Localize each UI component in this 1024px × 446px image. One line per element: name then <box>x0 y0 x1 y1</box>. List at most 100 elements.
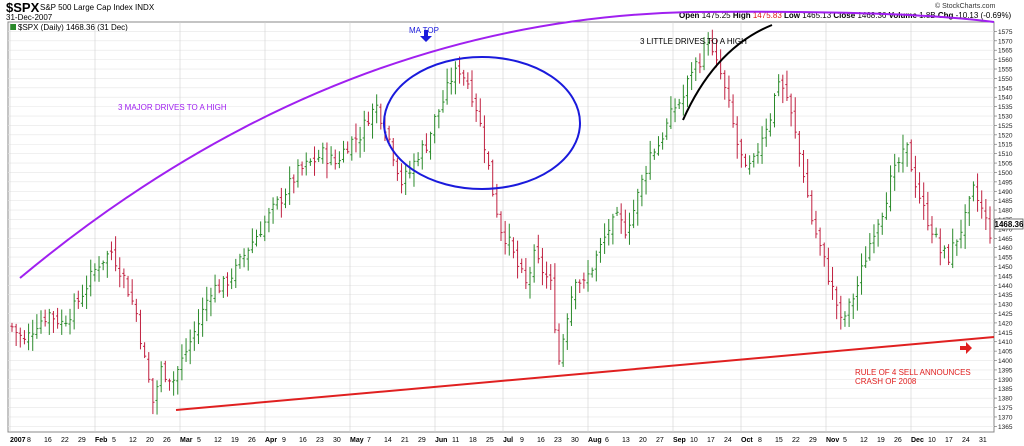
support-trendline <box>175 336 995 411</box>
x-tick-label: 17 <box>707 437 715 444</box>
y-tick-label: 1445 <box>998 273 1013 280</box>
x-tick-label: 29 <box>78 437 86 444</box>
x-tick-label: 12 <box>129 437 137 444</box>
x-tick-label: 31 <box>979 437 987 444</box>
x-tick-label: Nov <box>826 437 839 444</box>
x-tick-label: 30 <box>333 437 341 444</box>
x-tick-label: 13 <box>622 437 630 444</box>
x-tick-label: 12 <box>214 437 222 444</box>
x-tick-label: 29 <box>809 437 817 444</box>
y-tick-label: 1380 <box>998 396 1013 403</box>
x-tick-label: 27 <box>656 437 664 444</box>
x-tick-label: 24 <box>962 437 970 444</box>
legend-text: $SPX (Daily) 1468.36 (31 Dec) <box>18 23 128 32</box>
x-tick-label: Oct <box>741 437 753 444</box>
index-name: S&P 500 Large Cap Index INDX <box>40 3 154 12</box>
y-tick-label: 1545 <box>998 85 1013 92</box>
last-value-box <box>994 218 1024 230</box>
x-tick-label: 16 <box>537 437 545 444</box>
y-axis: 1365 1370 1375 1380 1385 1390 1395 1400 1405 1410… <box>994 29 1013 431</box>
chg-label: Chg <box>937 11 954 20</box>
y-tick-label: 1525 <box>998 123 1013 130</box>
annotation-ma-top: MA TOP <box>409 26 439 35</box>
x-axis: 2007 8 16 22 29 Feb 5 12 20 26 Mar 5 12 19 26 Apr 9 16 23 3… <box>10 437 987 444</box>
x-tick-label: 5 <box>843 437 847 444</box>
y-tick-label: 1505 <box>998 161 1013 168</box>
ohlc-bars <box>10 29 992 415</box>
y-tick-label: 1495 <box>998 179 1013 186</box>
y-tick-label: 1490 <box>998 189 1013 196</box>
y-tick-label: 1485 <box>998 198 1013 205</box>
x-tick-label: 2007 <box>10 437 26 444</box>
y-tick-label: 1440 <box>998 283 1013 290</box>
x-tick-label: 6 <box>605 437 609 444</box>
x-tick-label: 14 <box>384 437 392 444</box>
y-tick-label: 1510 <box>998 151 1013 158</box>
close-value: 1468.36 <box>857 11 887 20</box>
y-tick-label: 1515 <box>998 142 1013 149</box>
y-tick-label: 1395 <box>998 367 1013 374</box>
index-name-text: S&P 500 Large Cap Index <box>40 3 133 12</box>
x-tick-label: Jun <box>435 437 447 444</box>
y-tick-label: 1400 <box>998 358 1013 365</box>
y-tick-label: 1540 <box>998 95 1013 102</box>
x-tick-label: 7 <box>367 437 371 444</box>
x-tick-label: 18 <box>469 437 477 444</box>
x-tick-label: 5 <box>197 437 201 444</box>
y-tick-label: 1500 <box>998 170 1013 177</box>
x-tick-label: 26 <box>894 437 902 444</box>
x-tick-label: 22 <box>61 437 69 444</box>
x-tick-label: May <box>350 437 364 444</box>
x-tick-label: 21 <box>401 437 409 444</box>
chart-date: 31-Dec-2007 <box>6 13 53 22</box>
x-tick-label: 11 <box>452 437 459 444</box>
x-tick-label: Feb <box>95 437 107 444</box>
x-tick-label: 25 <box>486 437 494 444</box>
y-tick-label: 1425 <box>998 311 1013 318</box>
x-tick-label: 5 <box>112 437 116 444</box>
legend-swatch <box>10 24 16 30</box>
y-tick-label: 1410 <box>998 339 1013 346</box>
annotation-major-drives: 3 MAJOR DRIVES TO A HIGH <box>118 103 227 112</box>
x-tick-label: 23 <box>554 437 562 444</box>
x-tick-label: 9 <box>282 437 286 444</box>
grid-layer <box>8 22 994 432</box>
x-tick-label: Sep <box>673 437 686 444</box>
y-tick-label: 1370 <box>998 414 1013 421</box>
high-label: High <box>732 11 751 20</box>
x-tick-label: 19 <box>231 437 239 444</box>
y-tick-label: 1405 <box>998 349 1013 356</box>
annotation-rule-of-4: RULE OF 4 SELL ANNOUNCES <box>855 368 971 377</box>
y-tick-label: 1450 <box>998 264 1013 271</box>
little-drives-arc <box>682 24 773 121</box>
x-tick-label: 17 <box>945 437 953 444</box>
series-legend: $SPX (Daily) 1468.36 (31 Dec) <box>10 23 128 32</box>
y-tick-label: 1435 <box>998 292 1013 299</box>
open-label: Open <box>679 11 700 20</box>
x-tick-label: 16 <box>44 437 52 444</box>
x-tick-label: 12 <box>860 437 868 444</box>
low-label: Low <box>784 11 801 20</box>
x-tick-label: Dec <box>911 437 924 444</box>
ma-top-ellipse <box>383 56 581 190</box>
x-tick-label: Aug <box>588 437 602 444</box>
x-tick-label: 8 <box>27 437 31 444</box>
brand-label: © StockCharts.com <box>935 3 996 10</box>
y-tick-label: 1535 <box>998 104 1013 111</box>
x-tick-label: 29 <box>418 437 426 444</box>
ma-top-arrow-icon <box>420 30 432 42</box>
x-tick-label: Apr <box>265 437 277 444</box>
symbol-title: $SPX <box>6 0 40 15</box>
x-tick-label: Mar <box>180 437 193 444</box>
x-tick-label: 22 <box>792 437 800 444</box>
exchange-label: INDX <box>135 3 155 12</box>
x-tick-label: 23 <box>316 437 324 444</box>
x-tick-label: 8 <box>758 437 762 444</box>
plot-frame <box>7 21 995 433</box>
x-tick-label: 15 <box>775 437 783 444</box>
x-tick-label: 30 <box>571 437 579 444</box>
x-tick-label: 24 <box>724 437 732 444</box>
y-tick-label: 1530 <box>998 114 1013 121</box>
